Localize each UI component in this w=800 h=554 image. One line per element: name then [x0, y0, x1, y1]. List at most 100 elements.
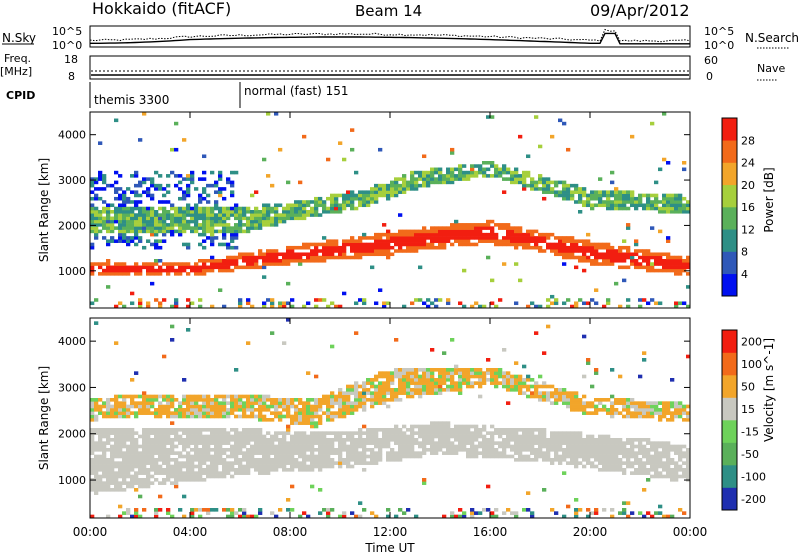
heatmap-cell — [370, 378, 375, 382]
heatmap-cell — [666, 200, 671, 204]
heatmap-cell — [402, 454, 407, 459]
heatmap-cell — [118, 431, 123, 435]
heatmap-cell — [226, 441, 231, 445]
heatmap-cell — [350, 391, 355, 395]
heatmap-cell — [406, 232, 411, 237]
heatmap-cell — [102, 174, 107, 178]
heatmap-cell — [114, 187, 119, 191]
heatmap-cell — [430, 242, 435, 247]
heatmap-cell — [438, 431, 443, 435]
heatmap-cell — [350, 431, 355, 435]
heatmap-cell — [194, 428, 199, 432]
heatmap-cell — [674, 304, 679, 309]
cpid-segment-2: normal (fast) 151 — [244, 84, 348, 98]
heatmap-cell — [302, 431, 307, 435]
heatmap-cell — [594, 511, 599, 515]
heatmap-cell — [282, 464, 287, 469]
heatmap-cell — [110, 431, 115, 435]
heatmap-cell — [306, 438, 311, 442]
heatmap-cell — [582, 190, 587, 194]
heatmap-cell — [222, 223, 227, 227]
heatmap-cell — [130, 411, 135, 415]
heatmap-cell — [570, 190, 575, 194]
heatmap-cell — [282, 414, 287, 419]
heatmap-cell — [438, 421, 443, 425]
heatmap-cell — [658, 418, 663, 422]
heatmap-cell — [474, 229, 479, 234]
heatmap-cell — [522, 448, 527, 452]
heatmap-cell — [330, 193, 335, 198]
heatmap-cell — [234, 438, 239, 442]
heatmap-cell — [570, 404, 575, 409]
heatmap-cell — [526, 374, 531, 379]
heatmap-cell — [170, 421, 175, 425]
heatmap-cell — [310, 200, 315, 204]
heatmap-cell — [230, 193, 235, 198]
heatmap-cell — [622, 259, 627, 263]
heatmap-cell — [514, 242, 519, 247]
heatmap-cell — [374, 245, 379, 250]
heatmap-cell — [530, 183, 535, 188]
heatmap-cell — [386, 381, 391, 385]
heatmap-cell — [350, 438, 355, 442]
heatmap-cell — [558, 236, 563, 240]
heatmap-cell — [190, 216, 195, 221]
heatmap-cell — [522, 458, 527, 462]
heatmap-cell — [218, 394, 223, 399]
heatmap-cell — [234, 216, 239, 221]
heatmap-cell — [558, 458, 563, 462]
heatmap-cell — [218, 190, 223, 194]
heatmap-cell — [398, 242, 403, 247]
heatmap-cell — [374, 394, 379, 399]
heatmap-cell — [370, 236, 375, 240]
heatmap-cell — [654, 180, 659, 185]
heatmap-cell — [566, 183, 571, 188]
heatmap-cell — [594, 368, 599, 372]
heatmap-cell — [554, 249, 559, 253]
heatmap-cell — [426, 245, 431, 250]
heatmap-cell — [310, 441, 315, 445]
heatmap-cell — [258, 401, 263, 405]
heatmap-cell — [146, 239, 151, 243]
heatmap-cell — [526, 458, 531, 462]
heatmap-cell — [522, 242, 527, 247]
colorbar-tick: 16 — [741, 201, 755, 214]
heatmap-cell — [362, 242, 367, 247]
heatmap-cell — [614, 196, 619, 201]
heatmap-cell — [318, 488, 323, 492]
heatmap-cell — [566, 245, 571, 250]
heatmap-cell — [402, 511, 407, 515]
heatmap-cell — [266, 444, 271, 449]
heatmap-cell — [230, 190, 235, 194]
heatmap-cell — [574, 304, 579, 309]
heatmap-cell — [214, 398, 219, 402]
heatmap-cell — [394, 239, 399, 243]
heatmap-cell — [514, 232, 519, 237]
heatmap-cell — [138, 454, 143, 459]
heatmap-cell — [150, 223, 155, 227]
heatmap-cell — [506, 226, 511, 230]
heatmap-cell — [382, 242, 387, 247]
heatmap-cell — [106, 272, 111, 276]
heatmap-cell — [122, 454, 127, 459]
heatmap-cell — [274, 252, 279, 257]
heatmap-cell — [494, 381, 499, 385]
heatmap-cell — [98, 448, 103, 452]
heatmap-cell — [258, 265, 263, 270]
heatmap-cell — [138, 461, 143, 465]
heatmap-cell — [446, 229, 451, 234]
heatmap-cell — [270, 468, 275, 472]
heatmap-cell — [442, 441, 447, 445]
heatmap-cell — [326, 242, 331, 247]
heatmap-cell — [446, 448, 451, 452]
heatmap-cell — [610, 394, 615, 399]
heatmap-cell — [378, 245, 383, 250]
heatmap-cell — [114, 196, 119, 201]
heatmap-cell — [402, 384, 407, 389]
heatmap-cell — [178, 265, 183, 270]
heatmap-cell — [150, 438, 155, 442]
heatmap-cell — [426, 431, 431, 435]
heatmap-cell — [442, 444, 447, 449]
heatmap-cell — [186, 434, 191, 439]
colorbar-frame — [721, 117, 738, 297]
